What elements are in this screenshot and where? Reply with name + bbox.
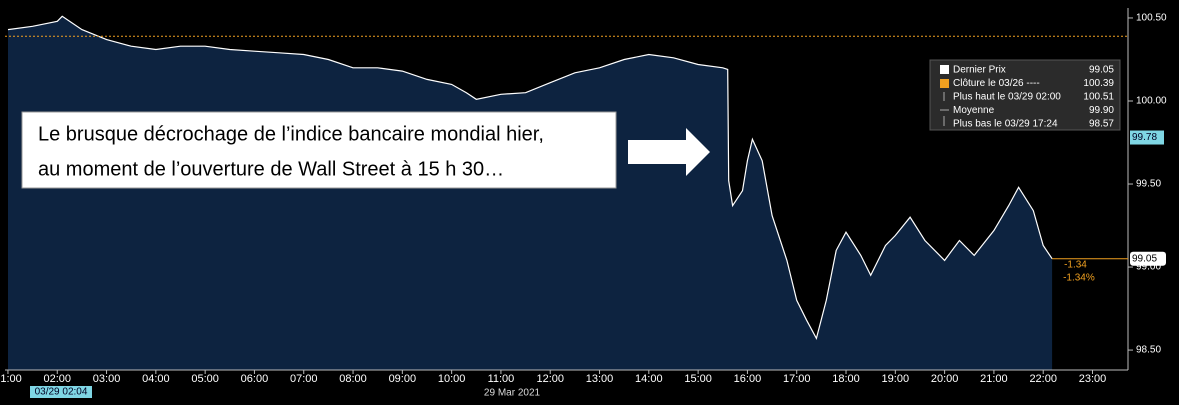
date-label: 29 Mar 2021: [484, 388, 541, 399]
x-tick-label: 11:00: [488, 373, 515, 385]
line: [7, 15, 1053, 341]
marker-box: [1130, 130, 1164, 145]
marker-label: 99.78: [1132, 132, 1157, 143]
x-tick-label: 07:00: [290, 373, 318, 385]
legend-icon: [940, 79, 949, 88]
x-tick-label: 14:00: [635, 373, 663, 385]
x-tick-label: 06:00: [241, 373, 269, 385]
last-box: [1130, 251, 1166, 266]
x-tick-label: 19:00: [882, 373, 910, 385]
annotation-text: au moment de l’ouverture de Wall Street …: [38, 158, 504, 180]
change-label: -1.34: [1064, 259, 1087, 270]
x-tick-label: 13:00: [586, 373, 614, 385]
legend-value: 98.57: [1089, 119, 1114, 130]
legend-box: [929, 59, 1121, 131]
legend-name: Dernier Prix: [953, 65, 1006, 76]
plot-area: [7, 15, 1053, 371]
x-tick-label: 17:00: [783, 373, 811, 385]
x-tick-label: 03:00: [93, 373, 121, 385]
x-tick-label: 04:00: [142, 373, 170, 385]
cursor-label: 03/29 02:04: [35, 387, 88, 398]
x-tick-label: 08:00: [339, 373, 367, 385]
annotation-text: Le brusque décrochage de l’indice bancai…: [38, 123, 544, 145]
x-tick-label: 21:00: [980, 373, 1008, 385]
x-tick-label: 02:00: [43, 373, 71, 385]
x-tick-label: 22:00: [1029, 373, 1057, 385]
last-label: 99.05: [1132, 253, 1157, 264]
legend-name: Moyenne: [953, 105, 995, 116]
cursor-label-box: [30, 386, 92, 398]
x-tick-label: 05:00: [191, 373, 219, 385]
legend-name: Plus bas le 03/29 17:24: [953, 119, 1058, 130]
x-tick-label: 15:00: [684, 373, 712, 385]
legend-value: 100.39: [1083, 78, 1114, 89]
x-tick-label: 20:00: [931, 373, 959, 385]
legend-value: 99.90: [1089, 105, 1114, 116]
legend-name: Plus haut le 03/29 02:00: [953, 92, 1061, 103]
legend-name: Clôture le 03/26 ----: [953, 78, 1040, 89]
x-tick-label: 01:00: [0, 373, 22, 385]
y-tick-label: 98.50: [1136, 345, 1161, 356]
x-tick-label: 23:00: [1079, 373, 1107, 385]
x-tick-label: 10:00: [438, 373, 466, 385]
legend-value: 100.51: [1083, 92, 1114, 103]
legend-icon: [940, 65, 949, 74]
annotation-box: [21, 111, 617, 189]
area: [8, 16, 1053, 371]
y-tick-label: 100.50: [1136, 13, 1167, 24]
y-tick-label: 100.00: [1136, 96, 1167, 107]
legend-value: 99.05: [1089, 65, 1114, 76]
y-tick-label: 99.50: [1136, 179, 1161, 190]
y-tick-label: 99.00: [1136, 262, 1161, 273]
arrow: [628, 128, 710, 176]
x-tick-label: 18:00: [832, 373, 860, 385]
x-tick-label: 16:00: [734, 373, 762, 385]
change-pct-label: -1.34%: [1063, 272, 1095, 283]
x-tick-label: 09:00: [389, 373, 417, 385]
x-tick-label: 12:00: [536, 373, 564, 385]
